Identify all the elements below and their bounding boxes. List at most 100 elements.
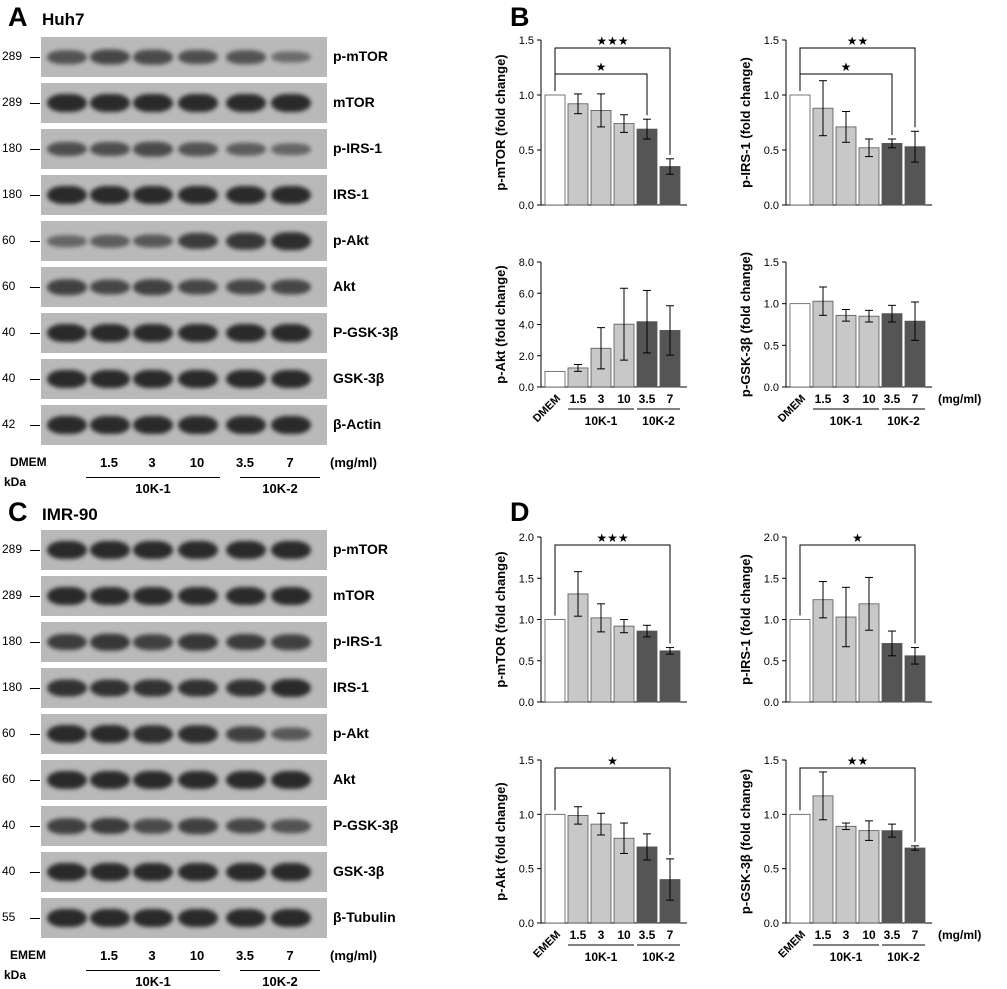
y-tick-label: 0.5 xyxy=(519,864,534,876)
y-tick-label: 2.0 xyxy=(519,532,534,544)
x-tick-label: 3.5 xyxy=(639,928,656,942)
blot-band xyxy=(271,679,311,697)
blot-band xyxy=(178,50,218,64)
cell-line-title-c: IMR-90 xyxy=(42,505,98,524)
bar xyxy=(567,103,589,206)
group-label: 10K-1 xyxy=(135,481,171,496)
x-tick-label: 3.5 xyxy=(639,392,656,406)
control-lane-label: EMEM xyxy=(10,948,46,962)
blot-band xyxy=(133,634,173,650)
kda-tick xyxy=(30,149,40,150)
blot-band xyxy=(271,909,311,927)
protein-label: mTOR xyxy=(333,587,375,603)
x-tick-label: 3.5 xyxy=(884,928,901,942)
kda-tick xyxy=(30,333,40,334)
blot-band xyxy=(178,771,218,789)
blot-band xyxy=(90,279,130,295)
blot-band xyxy=(226,909,266,927)
blot-band xyxy=(133,679,173,697)
kda-tick xyxy=(30,734,40,735)
chart-d-p-akt: 0.00.51.01.5p-Akt (fold change)EMEM 1.5 3 1… xyxy=(493,754,687,964)
blot-band xyxy=(90,679,130,697)
blot-band xyxy=(178,679,218,697)
blot-band xyxy=(271,819,311,833)
blot-band xyxy=(47,725,87,743)
significance-stars: ★ xyxy=(596,60,607,74)
y-tick-label: 2.0 xyxy=(519,351,534,363)
blot-band xyxy=(178,863,218,881)
blot-band xyxy=(271,771,311,789)
blot-band xyxy=(47,50,87,64)
dose-lane-label: 1.5 xyxy=(99,948,119,963)
x-tick-label: 1.5 xyxy=(815,928,832,942)
blot-band xyxy=(178,142,218,156)
blot-band xyxy=(133,370,173,388)
kda-tick xyxy=(30,826,40,827)
significance-bracket xyxy=(799,767,916,842)
bar xyxy=(789,303,811,388)
blot-band xyxy=(47,863,87,881)
y-tick-label: 0.0 xyxy=(764,200,779,212)
kda-tick xyxy=(30,287,40,288)
blot-band xyxy=(133,725,173,743)
blot-band xyxy=(226,324,266,342)
y-tick-label: 1.0 xyxy=(519,615,534,627)
y-tick-label: 1.0 xyxy=(764,615,779,627)
blot-band xyxy=(47,94,87,112)
x-tick-label: 3 xyxy=(843,392,850,406)
blot-band xyxy=(133,234,173,248)
significance-bracket xyxy=(799,544,916,644)
bar xyxy=(835,825,857,924)
kda-tick xyxy=(30,872,40,873)
y-tick-label: 1.5 xyxy=(519,35,534,47)
kda-unit-label: kDa xyxy=(4,475,27,489)
kda-tick xyxy=(30,642,40,643)
bar xyxy=(613,123,635,206)
blot-band xyxy=(178,186,218,204)
x-tick-label: 1.5 xyxy=(570,392,587,406)
cell-line-title-a: Huh7 xyxy=(42,10,85,29)
chart-b-p-irs1: 0.00.51.01.5p-IRS-1 (fold change)★★★ xyxy=(738,34,932,212)
blot-band xyxy=(226,142,266,156)
x-tick-label: 1.5 xyxy=(815,392,832,406)
bar xyxy=(613,625,635,703)
blot-band xyxy=(47,416,87,434)
protein-label: P-GSK-3β xyxy=(333,324,399,340)
blot-band xyxy=(271,541,311,559)
y-tick-label: 8.0 xyxy=(519,257,534,269)
group-label: 10K-1 xyxy=(830,414,863,428)
x-tick-label: 7 xyxy=(912,392,919,406)
blot-band xyxy=(47,909,87,927)
kda-marker: 40 xyxy=(2,325,16,339)
bar xyxy=(590,823,612,924)
kda-marker: 289 xyxy=(2,588,23,602)
blot-strip-c-6 xyxy=(41,806,327,846)
kda-unit-label: kDa xyxy=(4,968,27,982)
blot-band xyxy=(47,324,87,342)
significance-bracket xyxy=(554,544,671,644)
blot-band xyxy=(271,727,311,741)
y-axis-label: p-Akt (fold change) xyxy=(493,265,508,383)
blot-band xyxy=(90,186,130,204)
group-label: 10K-2 xyxy=(262,481,298,496)
kda-marker: 40 xyxy=(2,371,16,385)
blot-strip-a-4 xyxy=(41,221,327,261)
panel-letter-a: A xyxy=(8,2,28,32)
blot-band xyxy=(47,818,87,834)
blot-strip-c-8 xyxy=(41,898,327,938)
protein-label: GSK-3β xyxy=(333,370,385,386)
blot-band xyxy=(47,587,87,605)
y-axis-label: p-IRS-1 (fold change) xyxy=(738,57,753,188)
protein-label: β-Tubulin xyxy=(333,909,396,925)
blot-band xyxy=(90,863,130,881)
blot-band xyxy=(133,771,173,789)
protein-label: p-Akt xyxy=(333,725,369,741)
significance-stars: ★★ xyxy=(847,34,869,48)
y-tick-label: 1.5 xyxy=(764,257,779,269)
significance-stars: ★ xyxy=(607,754,618,768)
y-tick-label: 4.0 xyxy=(519,320,534,332)
blot-band xyxy=(90,370,130,388)
blot-strip-c-2 xyxy=(41,622,327,662)
blot-band xyxy=(226,370,266,388)
chart-b-p-gsk3b: 0.0 0.5 1.0 1.5 p-GSK-3β (fold change) DMEM 1.… xyxy=(738,252,981,428)
